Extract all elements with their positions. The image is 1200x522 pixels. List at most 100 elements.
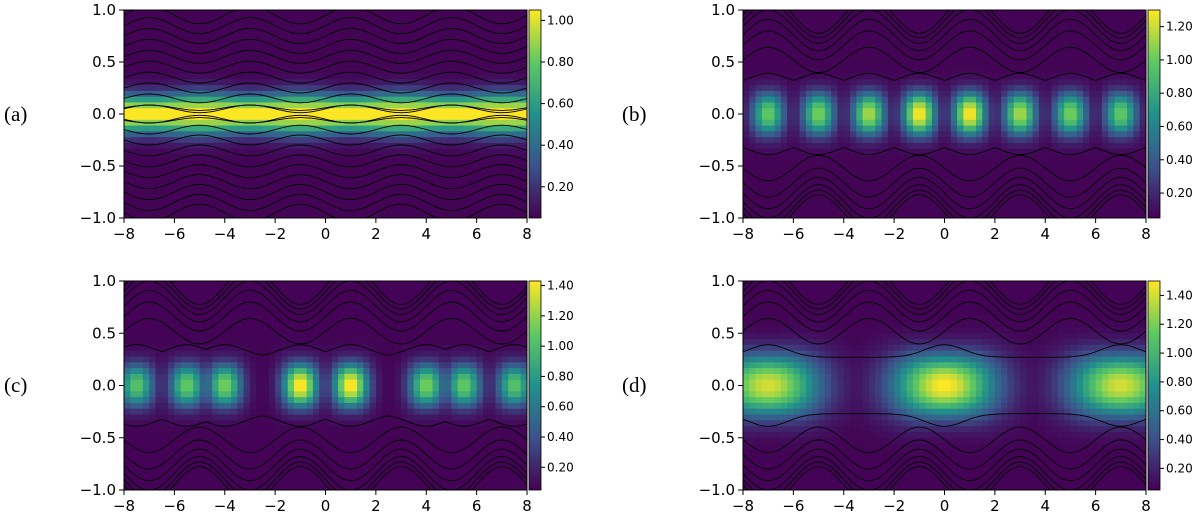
- heat-cell: [806, 172, 813, 178]
- heat-cell: [976, 45, 983, 51]
- heat-cell: [470, 195, 477, 201]
- heat-cell: [837, 137, 844, 143]
- heat-cell: [496, 126, 503, 132]
- heat-cell: [926, 85, 933, 91]
- heat-cell: [269, 195, 276, 201]
- heat-cell: [856, 160, 863, 166]
- heat-cell: [926, 206, 933, 212]
- heat-cell: [819, 97, 826, 103]
- heat-cell: [1089, 183, 1096, 189]
- heat-cell: [938, 120, 945, 126]
- heat-cell: [193, 149, 200, 155]
- heat-cell: [162, 108, 169, 114]
- heat-cell: [451, 195, 458, 201]
- heat-cell: [863, 85, 870, 91]
- heat-cell: [926, 91, 933, 97]
- y-tick-label: 0.5: [711, 53, 735, 71]
- heat-cell: [137, 178, 144, 184]
- heat-cell: [162, 333, 169, 339]
- heat-cell: [995, 10, 1002, 16]
- heat-cell: [143, 455, 150, 461]
- heat-cell: [212, 149, 219, 155]
- heat-cell: [1070, 166, 1077, 172]
- heat-cell: [244, 97, 251, 103]
- heat-cell: [263, 114, 270, 120]
- heat-cell: [370, 206, 377, 212]
- heat-cell: [800, 16, 807, 22]
- heat-cell: [907, 143, 914, 149]
- heat-cell: [300, 85, 307, 91]
- heat-cell: [1133, 91, 1140, 97]
- heat-cell: [357, 108, 364, 114]
- heat-cell: [819, 120, 826, 126]
- heat-cell: [502, 178, 509, 184]
- heat-cell: [1045, 114, 1052, 120]
- heat-cell: [143, 149, 150, 155]
- heat-cell: [856, 143, 863, 149]
- heat-cell: [294, 85, 301, 91]
- heat-cell: [837, 85, 844, 91]
- heat-cell: [307, 10, 314, 16]
- heat-cell: [938, 68, 945, 74]
- heat-cell: [244, 131, 251, 137]
- heat-cell: [1020, 160, 1027, 166]
- heat-cell: [1064, 126, 1071, 132]
- heat-cell: [837, 166, 844, 172]
- heat-cell: [174, 91, 181, 97]
- heat-cell: [976, 126, 983, 132]
- heat-cell: [762, 183, 769, 189]
- heat-cell: [1115, 79, 1122, 85]
- heat-cell: [743, 91, 750, 97]
- heat-cell: [837, 154, 844, 160]
- heat-cell: [508, 149, 515, 155]
- heat-cell: [237, 137, 244, 143]
- heat-cell: [483, 10, 490, 16]
- heat-cell: [1077, 79, 1084, 85]
- heat-cell: [414, 189, 421, 195]
- heat-cell: [514, 91, 521, 97]
- heat-cell: [875, 39, 882, 45]
- heat-cell: [1058, 126, 1065, 132]
- heat-cell: [395, 56, 402, 62]
- heat-cell: [1070, 120, 1077, 126]
- heat-cell: [957, 137, 964, 143]
- heat-cell: [1014, 62, 1021, 68]
- heat-cell: [307, 33, 314, 39]
- heat-cell: [982, 45, 989, 51]
- heat-cell: [900, 97, 907, 103]
- heat-cell: [137, 114, 144, 120]
- heat-cell: [464, 45, 471, 51]
- heat-cell: [269, 79, 276, 85]
- heat-cell: [401, 10, 408, 16]
- heat-cell: [124, 426, 131, 432]
- heat-cell: [768, 50, 775, 56]
- heat-cell: [300, 143, 307, 149]
- heat-cell: [882, 62, 889, 68]
- heat-cell: [470, 16, 477, 22]
- heat-cell: [458, 189, 465, 195]
- heat-cell: [1121, 10, 1128, 16]
- heat-cell: [970, 56, 977, 62]
- heat-cell: [875, 131, 882, 137]
- heat-cell: [919, 137, 926, 143]
- heat-cell: [1089, 189, 1096, 195]
- heat-cell: [206, 137, 213, 143]
- heat-cell: [200, 33, 207, 39]
- heat-cell: [957, 166, 964, 172]
- heat-cell: [850, 97, 857, 103]
- heat-cell: [1052, 160, 1059, 166]
- heat-cell: [218, 79, 225, 85]
- heat-cell: [137, 397, 144, 403]
- heat-cell: [913, 131, 920, 137]
- heat-cell: [768, 85, 775, 91]
- heat-cell: [433, 166, 440, 172]
- heat-cell: [496, 149, 503, 155]
- heat-cell: [812, 126, 819, 132]
- heat-cell: [957, 22, 964, 28]
- heat-cell: [162, 56, 169, 62]
- heat-cell: [976, 79, 983, 85]
- heat-cell: [162, 178, 169, 184]
- heat-cell: [250, 97, 257, 103]
- heat-cell: [982, 114, 989, 120]
- heat-cell: [787, 120, 794, 126]
